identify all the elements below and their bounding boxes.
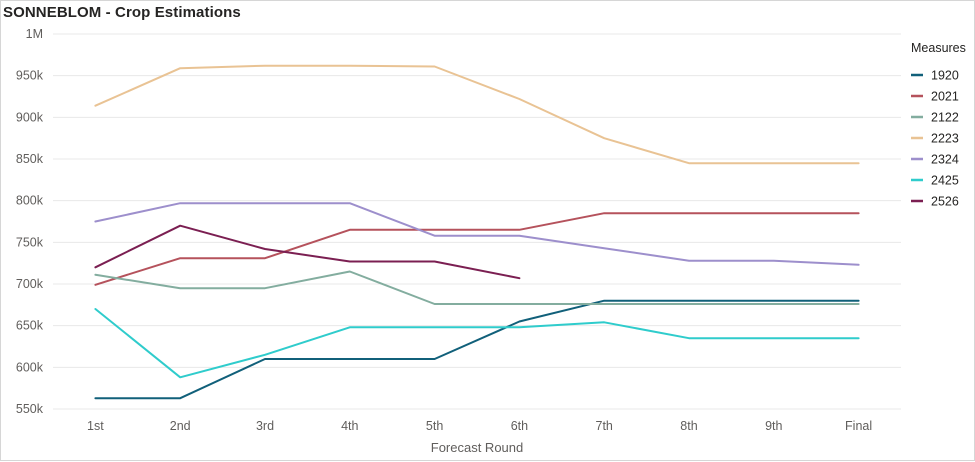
legend-label-1920: 1920: [931, 69, 959, 83]
x-tick-label: 9th: [765, 419, 782, 433]
series-line-2324: [94, 202, 860, 266]
legend-label-2324: 2324: [931, 153, 959, 167]
y-tick-label: 800k: [16, 194, 44, 208]
x-tick-label: 1st: [87, 419, 104, 433]
y-tick-label: 750k: [16, 235, 44, 249]
x-tick-label: 7th: [596, 419, 613, 433]
y-tick-label: 600k: [16, 360, 44, 374]
legend-label-2425: 2425: [931, 174, 959, 188]
y-tick-label: 900k: [16, 110, 44, 124]
y-tick-label: 650k: [16, 319, 44, 333]
series-line-2526: [94, 224, 521, 280]
series-line-2223: [94, 64, 860, 165]
x-tick-label: Final: [845, 419, 872, 433]
x-axis-title: Forecast Round: [431, 440, 524, 455]
x-tick-label: 6th: [511, 419, 528, 433]
y-tick-label: 550k: [16, 402, 44, 416]
x-tick-label: 5th: [426, 419, 443, 433]
y-tick-label: 850k: [16, 152, 44, 166]
y-tick-label: 1M: [26, 27, 43, 41]
series-line-2021: [94, 212, 860, 286]
legend-label-2526: 2526: [931, 195, 959, 209]
y-tick-label: 950k: [16, 69, 44, 83]
series-line-1920: [94, 299, 860, 400]
y-tick-label: 700k: [16, 277, 44, 291]
x-tick-label: 4th: [341, 419, 358, 433]
legend-label-2021: 2021: [931, 90, 959, 104]
x-tick-label: 3rd: [256, 419, 274, 433]
series-line-2122: [94, 270, 860, 305]
legend-label-2122: 2122: [931, 111, 959, 125]
x-tick-label: 8th: [680, 419, 697, 433]
chart-title: SONNEBLOM - Crop Estimations: [3, 4, 241, 21]
x-tick-label: 2nd: [170, 419, 191, 433]
legend-title: Measures: [911, 41, 966, 55]
legend-label-2223: 2223: [931, 132, 959, 146]
series-line-2425: [94, 308, 860, 379]
